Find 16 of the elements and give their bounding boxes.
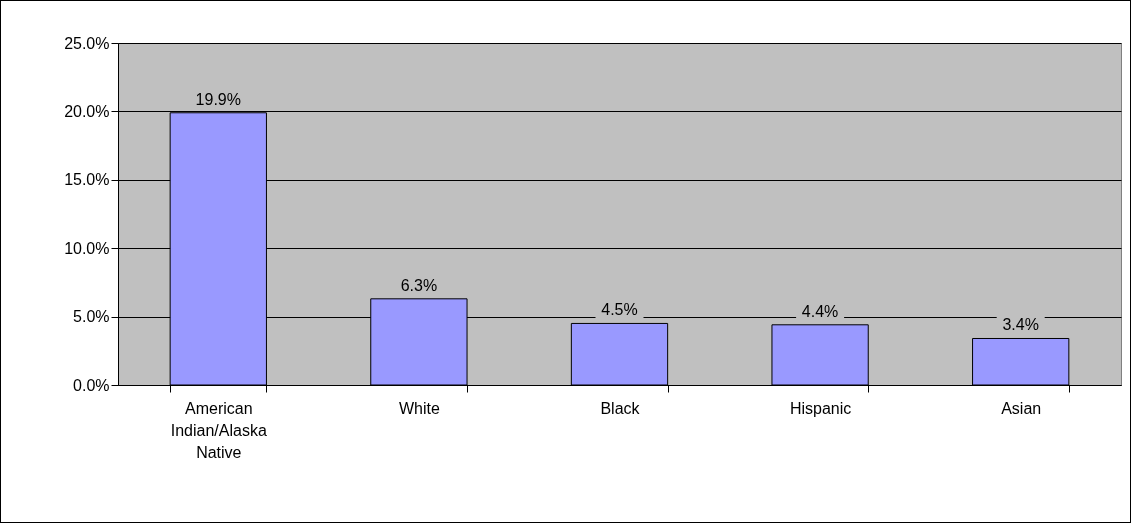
y-tick-label: 25.0% — [64, 34, 110, 52]
data-label: 6.3% — [400, 276, 438, 294]
x-tick-label: Hispanic — [789, 399, 852, 417]
y-tick-label: 5.0% — [73, 308, 110, 326]
y-tick-label: 20.0% — [64, 102, 110, 120]
x-tick-label: White — [398, 399, 440, 417]
data-label: 4.5% — [601, 301, 638, 319]
y-tick-label: 10.0% — [64, 239, 110, 257]
y-tick-label: 15.0% — [64, 171, 110, 189]
x-tick-label: Black — [600, 399, 641, 417]
data-label: 3.4% — [1002, 316, 1039, 334]
x-tick-label: Asian — [1001, 399, 1042, 417]
data-label: 4.4% — [801, 302, 839, 320]
x-tick-label: American Indian/Alaska Native — [170, 399, 267, 461]
y-tick-label: 0.0% — [73, 376, 110, 394]
data-label: 19.9% — [195, 90, 241, 108]
